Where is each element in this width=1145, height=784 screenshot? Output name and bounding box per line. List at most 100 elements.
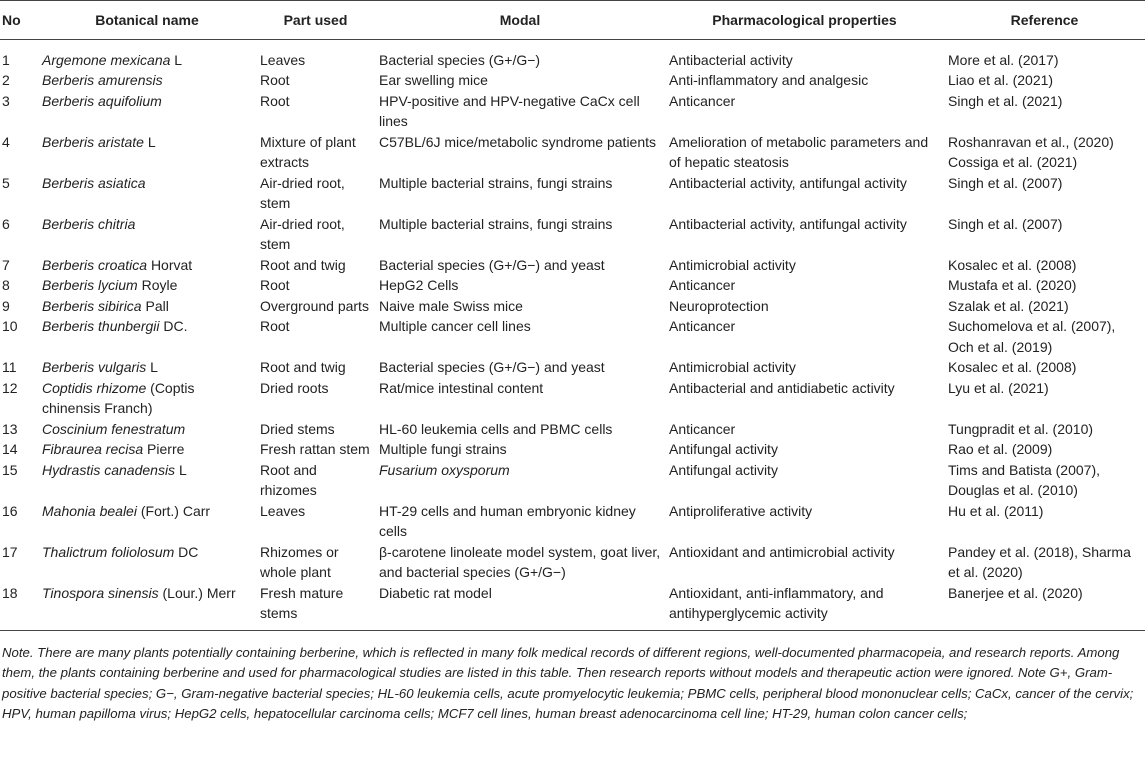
row-number: 9 bbox=[2, 297, 10, 314]
modal: C57BL/6J mice/metabolic syndrome patient… bbox=[379, 133, 657, 150]
botanical-name: Berberis vulgaris L bbox=[38, 357, 256, 378]
table-row: 2 Berberis amurensis Root Ear swelling mice… bbox=[0, 70, 1145, 91]
row-number: 12 bbox=[2, 379, 18, 396]
botanical-italic: Coscinium fenestratum bbox=[42, 420, 186, 437]
row-number: 11 bbox=[2, 359, 17, 375]
row-number: 17 bbox=[2, 543, 18, 560]
botanical-italic: Berberis chitria bbox=[42, 215, 136, 232]
part-used: Dried stems bbox=[260, 420, 335, 437]
row-number: 16 bbox=[2, 502, 18, 519]
botanical-author: (Lour.) Merr bbox=[162, 584, 236, 601]
botanical-name: Argemone mexicana L bbox=[38, 39, 256, 70]
modal: HepG2 Cells bbox=[379, 277, 459, 293]
botanical-name: Berberis lycium Royle bbox=[38, 275, 256, 296]
part-used: Leaves bbox=[260, 502, 306, 519]
botanical-name: Berberis chitria bbox=[38, 214, 256, 255]
column-header: Part used bbox=[256, 0, 375, 40]
modal: Rat/mice intestinal content bbox=[379, 379, 544, 396]
modal: Bacterial species (G+/G−) and yeast bbox=[379, 256, 605, 273]
row-number: 5 bbox=[2, 174, 10, 191]
modal: Multiple cancer cell lines bbox=[379, 318, 531, 334]
row-number: 8 bbox=[2, 277, 10, 293]
botanical-author: (Fort.) Carr bbox=[140, 502, 211, 519]
modal: Bacterial species (G+/G−) bbox=[379, 51, 541, 68]
botanical-italic: Argemone mexicana bbox=[42, 51, 171, 68]
botanical-italic: Berberis lycium bbox=[42, 277, 138, 293]
botanical-italic: Coptidis rhizome bbox=[42, 379, 147, 396]
column-header: Pharmacological properties bbox=[665, 0, 944, 40]
table-row: 1 Argemone mexicana L Leaves Bacterial spec… bbox=[0, 39, 1145, 70]
part-used: Air-dried root, stem bbox=[260, 174, 345, 212]
reference: Pandey et al. (2018), Sharma et al. (202… bbox=[948, 543, 1131, 581]
pharmacological-properties: Antifungal activity bbox=[669, 441, 778, 457]
part-used: Root bbox=[260, 318, 290, 334]
botanical-italic: Mahonia bealei bbox=[42, 502, 137, 519]
pharmacological-properties: Antibacterial and antidiabetic activity bbox=[669, 379, 895, 396]
botanical-author: DC bbox=[178, 543, 199, 560]
botanical-name: Berberis sibirica Pall bbox=[38, 296, 256, 317]
botanical-name: Fibraurea recisa Pierre bbox=[38, 439, 256, 460]
part-used: Root bbox=[260, 72, 290, 88]
botanical-author: L bbox=[150, 359, 158, 375]
pharmacological-properties: Anti-inflammatory and analgesic bbox=[669, 72, 869, 88]
part-used: Root and twig bbox=[260, 256, 346, 273]
column-header: No bbox=[0, 0, 38, 40]
pharmacological-properties: Anticancer bbox=[669, 318, 736, 334]
botanical-name: Tinospora sinensis (Lour.) Merr bbox=[38, 582, 256, 631]
table: No Botanical name Part used Modal Pharmacolo… bbox=[0, 0, 1145, 631]
table-row: 18 Tinospora sinensis (Lour.) Merr Fresh m… bbox=[0, 582, 1145, 631]
botanical-name: Hydrastis canadensis L bbox=[38, 460, 256, 501]
botanical-author: Horvat bbox=[150, 256, 193, 273]
modal: HT-29 cells and human embryonic kidney c… bbox=[379, 502, 636, 540]
modal: Diabetic rat model bbox=[375, 582, 665, 631]
botanical-name: Berberis asiatica bbox=[38, 173, 256, 214]
modal: β-carotene linoleate model system, goat … bbox=[379, 543, 661, 581]
table-row: 16 Mahonia bealei (Fort.) Carr Leaves HT-29… bbox=[0, 501, 1145, 542]
botanical-name: Coptidis rhizome (Coptis chinensis Franc… bbox=[38, 378, 256, 419]
reference: Szalak et al. (2021) bbox=[948, 297, 1069, 314]
reference: Rao et al. (2009) bbox=[948, 441, 1053, 457]
table-row: 8 Berberis lycium Royle Root HepG2 Cells Ant… bbox=[0, 275, 1145, 296]
reference: More et al. (2017) bbox=[948, 51, 1059, 68]
row-number: 14 bbox=[2, 441, 18, 457]
reference: Kosalec et al. (2008) bbox=[948, 359, 1077, 375]
table-row: 10 Berberis thunbergii DC. Root Multiple ca… bbox=[0, 316, 1145, 357]
pharmacological-properties: Antibacterial activity, antifungal activ… bbox=[669, 215, 907, 232]
botanical-name: Berberis amurensis bbox=[38, 70, 256, 91]
part-used: Root bbox=[260, 277, 290, 293]
column-header: Modal bbox=[375, 0, 665, 40]
pharmacological-properties: Antioxidant, anti-inflammatory, and anti… bbox=[665, 582, 944, 631]
reference: Roshanravan et al., (2020) Cossiga et al… bbox=[948, 133, 1114, 171]
pharmacological-properties: Anticancer bbox=[669, 92, 736, 109]
part-used: Rhizomes or whole plant bbox=[260, 543, 339, 581]
reference: Singh et al. (2007) bbox=[948, 174, 1063, 191]
reference: Tims and Batista (2007), Douglas et al. … bbox=[948, 461, 1100, 499]
table-row: 9 Berberis sibirica Pall Overground parts N… bbox=[0, 296, 1145, 317]
reference: Liao et al. (2021) bbox=[948, 72, 1054, 88]
reference: Mustafa et al. (2020) bbox=[948, 277, 1077, 293]
table-header: No Botanical name Part used Modal Pharmacolo… bbox=[0, 0, 1145, 40]
botanical-name: Thalictrum foliolosum DC bbox=[38, 542, 256, 583]
part-used: Air-dried root, stem bbox=[260, 215, 345, 253]
column-header: Botanical name bbox=[38, 0, 256, 40]
part-used: Fresh mature stems bbox=[256, 582, 375, 631]
botanical-author: Royle bbox=[141, 277, 178, 293]
botanical-italic: Berberis aristate bbox=[42, 133, 144, 150]
row-number: 7 bbox=[2, 256, 10, 273]
botanical-author: Pierre bbox=[147, 441, 185, 457]
row-number: 3 bbox=[2, 92, 10, 109]
botanical-italic: Berberis amurensis bbox=[42, 72, 163, 88]
reference: Tungpradit et al. (2010) bbox=[948, 420, 1094, 437]
row-number: 13 bbox=[2, 420, 18, 437]
botanical-italic: Thalictrum foliolosum bbox=[42, 543, 175, 560]
botanical-author: Pall bbox=[145, 297, 169, 314]
pharmacological-properties: Antimicrobial activity bbox=[669, 256, 796, 273]
botanical-name: Berberis aristate L bbox=[38, 132, 256, 173]
row-number: 1 bbox=[2, 51, 10, 68]
botanical-italic: Tinospora sinensis bbox=[42, 584, 159, 601]
table-row: 6 Berberis chitria Air-dried root, stem Mul… bbox=[0, 214, 1145, 255]
table-row: 14 Fibraurea recisa Pierre Fresh rattan st… bbox=[0, 439, 1145, 460]
botanical-italic: Berberis aquifolium bbox=[42, 92, 162, 109]
modal: Ear swelling mice bbox=[379, 72, 488, 88]
table-row: 4 Berberis aristate L Mixture of plant ext… bbox=[0, 132, 1145, 173]
